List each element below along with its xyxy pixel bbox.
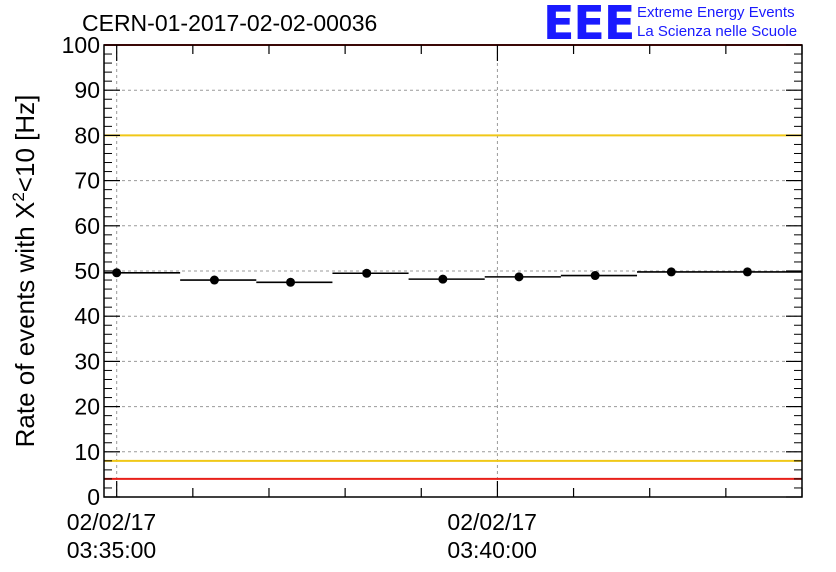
data-point — [209, 275, 219, 285]
y-tick-label: 90 — [74, 77, 100, 103]
x-tick-date: 02/02/17 — [67, 509, 157, 535]
y-tick-label: 30 — [74, 348, 100, 374]
data-point — [286, 277, 296, 287]
plot-frame — [103, 44, 803, 498]
logo-caption-line1: Extreme Energy Events — [637, 4, 795, 21]
y-tick-label: 100 — [62, 32, 100, 58]
reference-lines — [104, 44, 802, 480]
y-tick-label: 10 — [74, 439, 100, 465]
logo-caption: Extreme Energy Events La Scienza nelle S… — [637, 3, 797, 41]
y-tick-label: 80 — [74, 122, 100, 148]
data-point — [112, 268, 122, 278]
y-tick-labels: 0 10 20 30 40 50 60 70 80 90 100 — [62, 32, 100, 510]
y-tick-label: 40 — [74, 303, 100, 329]
chart-title: CERN-01-2017-02-02-00036 — [82, 10, 378, 36]
y-tick-label: 60 — [74, 213, 100, 239]
x-tick-time: 03:35:00 — [67, 537, 157, 563]
data-point — [438, 274, 448, 284]
grid-lines — [104, 45, 802, 497]
x-tick-date: 02/02/17 — [447, 509, 537, 535]
data-point — [514, 272, 524, 282]
data-point — [742, 267, 752, 277]
y-tick-label: 70 — [74, 168, 100, 194]
x-tick-time: 03:40:00 — [447, 537, 537, 563]
data-point — [362, 268, 372, 278]
data-point — [666, 267, 676, 277]
y-axis-label: Rate of events with X2<10 [Hz] — [9, 95, 40, 448]
y-tick-label: 50 — [74, 258, 100, 284]
data-point — [590, 271, 600, 281]
y-tick-label: 0 — [87, 484, 100, 510]
data-points — [104, 267, 802, 287]
logo-caption-line2: La Scienza nelle Scuole — [637, 23, 798, 40]
y-tick-label: 20 — [74, 394, 100, 420]
eee-logo: EEE — [543, 0, 635, 50]
